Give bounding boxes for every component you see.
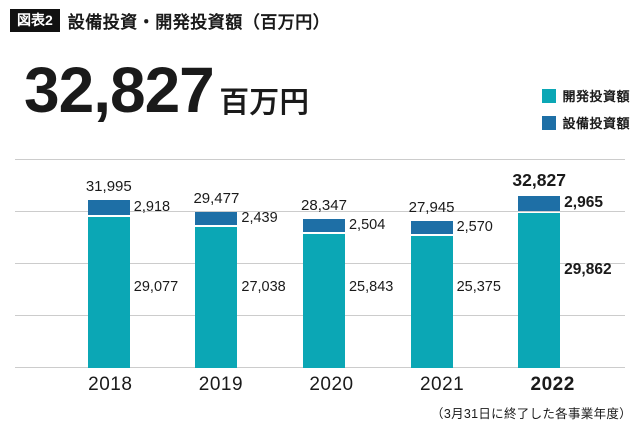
legend-label: 開発投資額 [562, 89, 630, 104]
development-value-label: 29,077 [133, 278, 179, 295]
hero-total-unit: 百万円 [219, 87, 310, 119]
x-axis-label-2022: 2022 [530, 374, 575, 395]
capital-value-label: 2,439 [241, 210, 278, 227]
segment-capital-investment [410, 221, 453, 234]
figure-badge: 図表2 [10, 9, 60, 32]
x-axis-label-2020: 2020 [309, 374, 354, 395]
bar-stack [302, 219, 345, 368]
total-value-label: 27,945 [408, 199, 455, 216]
bar-stack [518, 196, 561, 368]
bar-group-2021: 27,945 2,570 25,375 [378, 160, 501, 368]
hero-total: 32,827 百万円 [24, 58, 310, 122]
legend-item-development: 開発投資額 [542, 86, 630, 105]
bar-stack [195, 212, 238, 368]
chart-plot: 31,995 2,918 29,077 29,477 2,439 27,038 28,347… [15, 159, 625, 368]
capital-value-label: 2,965 [564, 193, 603, 211]
footnote: （3月31日に終了した各事業年度） [431, 407, 632, 421]
bar-stack [87, 200, 130, 368]
development-value-label: 29,862 [564, 261, 612, 279]
chart-legend: 開発投資額 設備投資額 [542, 86, 630, 132]
x-axis-label-2018: 2018 [88, 374, 133, 395]
legend-swatch [542, 115, 557, 130]
segment-capital-investment [302, 219, 345, 232]
header: 図表2 設備投資・開発投資額（百万円） [10, 8, 330, 33]
bar-group-2019: 29,477 2,439 27,038 [163, 160, 286, 368]
segment-development-investment [302, 234, 345, 368]
segment-development-investment [410, 236, 453, 368]
segment-development-investment [87, 217, 130, 368]
page-title: 設備投資・開発投資額（百万円） [67, 13, 331, 32]
legend-swatch [542, 88, 557, 103]
bar-group-2020: 28,347 2,504 25,843 [270, 160, 393, 368]
capital-value-label: 2,918 [133, 199, 171, 216]
development-value-label: 25,375 [456, 278, 501, 295]
legend-item-capital: 設備投資額 [542, 113, 630, 132]
development-value-label: 25,843 [348, 278, 394, 295]
total-value-label: 29,477 [193, 190, 240, 207]
total-value-label: 28,347 [301, 197, 347, 214]
segment-capital-investment [518, 196, 561, 211]
bar-group-2018: 31,995 2,918 29,077 [55, 160, 178, 368]
capital-value-label: 2,570 [456, 219, 493, 236]
segment-development-investment [195, 227, 238, 368]
x-axis-label-2019: 2019 [198, 374, 244, 395]
bar-stack [410, 221, 453, 368]
capital-value-label: 2,504 [348, 217, 386, 234]
segment-development-investment [518, 213, 561, 368]
bars-row: 31,995 2,918 29,077 29,477 2,439 27,038 28,347… [55, 160, 612, 368]
total-value-label: 32,827 [512, 170, 566, 190]
gridline [15, 159, 625, 160]
x-axis-label-2021: 2021 [419, 374, 465, 395]
development-value-label: 27,038 [241, 278, 286, 295]
legend-label: 設備投資額 [562, 116, 630, 131]
total-value-label: 31,995 [85, 178, 132, 195]
bar-group-2022: 32,827 2,965 29,862 [485, 160, 612, 368]
gridline [15, 211, 625, 212]
hero-total-value: 32,827 [24, 54, 215, 126]
segment-capital-investment [195, 212, 238, 225]
x-axis: 2018 2019 2020 2021 2022 [55, 374, 608, 396]
segment-capital-investment [87, 200, 130, 215]
